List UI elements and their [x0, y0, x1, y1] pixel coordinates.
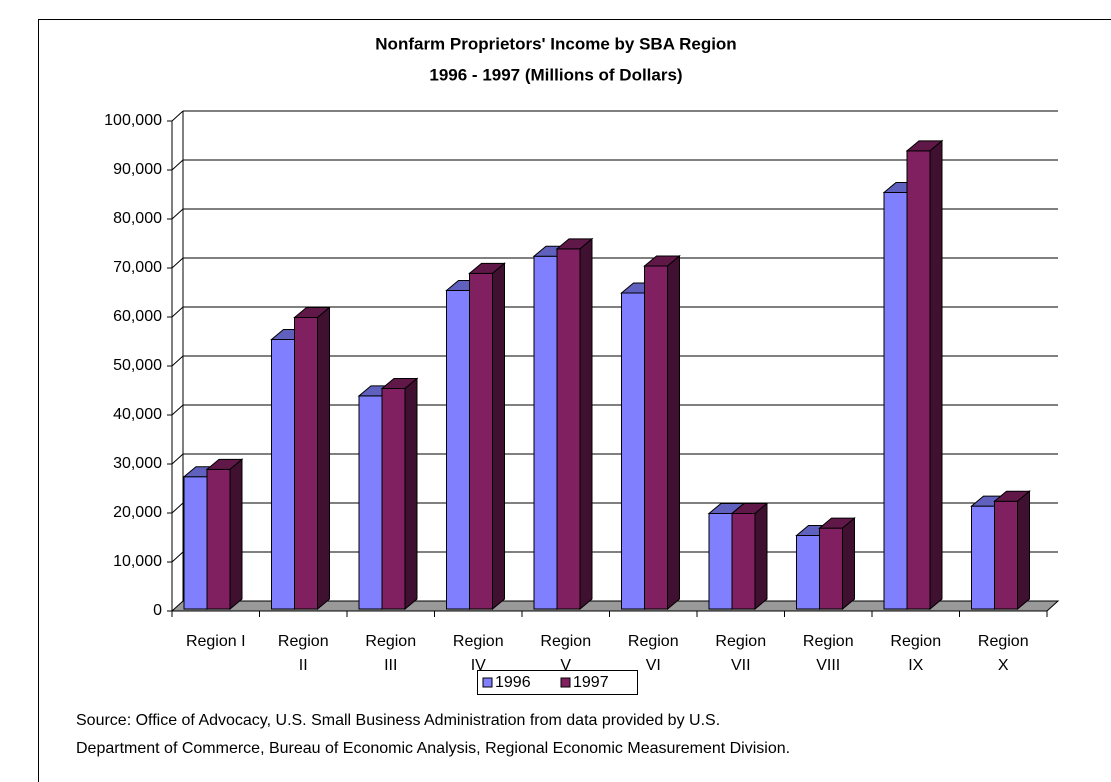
bar-front — [183, 476, 208, 610]
bar-side — [492, 262, 505, 611]
bar-front — [731, 512, 756, 610]
grid-line-side — [171, 306, 184, 318]
y-tick-label: 70,000 — [113, 259, 162, 276]
bar-front — [644, 265, 668, 610]
bar — [730, 502, 769, 611]
y-tick-label: 100,000 — [104, 112, 162, 129]
y-tick-label: 80,000 — [113, 210, 162, 227]
x-tick-label: Region VIII — [802, 633, 854, 674]
legend-swatch — [482, 677, 493, 688]
bar — [205, 458, 244, 611]
bar-side — [929, 139, 943, 611]
bar — [643, 254, 681, 611]
bar-front — [381, 388, 406, 610]
chart-border — [38, 19, 1111, 782]
bar-front — [556, 248, 581, 610]
bar — [818, 517, 856, 611]
bar-front — [206, 468, 231, 610]
y-tick-label: 40,000 — [113, 406, 162, 423]
bar-side — [754, 502, 768, 611]
bar-side — [842, 517, 855, 611]
y-tick-label: 30,000 — [113, 455, 162, 472]
chart-title: Nonfarm Proprietors' Income by SBA Regio… — [375, 34, 736, 53]
grid-line-side — [171, 404, 184, 416]
x-tick-label: Region VI — [627, 633, 679, 674]
bar-front — [446, 290, 470, 610]
chart-subtitle: 1996 - 1997 (Millions of Dollars) — [429, 65, 682, 84]
x-tick-label: Region X — [977, 633, 1029, 674]
x-tick-label: Region V — [540, 633, 592, 674]
bar-front — [883, 192, 908, 610]
bar-front — [358, 395, 383, 610]
grid-line-side — [171, 551, 184, 563]
bar — [905, 139, 944, 611]
bar-front — [971, 505, 995, 610]
bar — [555, 237, 594, 611]
bar-side — [1017, 490, 1030, 611]
bar-front — [271, 339, 295, 610]
bar — [468, 262, 506, 611]
x-tick-label: Region VII — [715, 633, 767, 674]
bar-front — [994, 500, 1018, 610]
y-tick-label: 50,000 — [113, 357, 162, 374]
bar-front — [294, 316, 318, 610]
bar-front — [533, 255, 558, 610]
x-tick-label: Region IX — [890, 633, 942, 674]
y-tick-label: 60,000 — [113, 308, 162, 325]
bar — [380, 377, 419, 611]
bar — [293, 306, 331, 611]
grid-line-side — [171, 355, 184, 367]
grid-line-side — [171, 159, 184, 171]
bar-side — [229, 458, 243, 611]
x-tick-label: Region III — [365, 633, 417, 674]
grid-line-side — [171, 257, 184, 269]
legend-label: 1996 — [495, 674, 531, 691]
bar-side — [404, 377, 418, 611]
y-tick-label: 20,000 — [113, 504, 162, 521]
bar-front — [469, 272, 493, 610]
grid-line-side — [171, 110, 184, 122]
y-tick-label: 10,000 — [113, 553, 162, 570]
x-tick-label: Region IV — [452, 633, 504, 674]
x-tick-label: Region II — [277, 633, 329, 674]
bar-front — [819, 527, 843, 610]
x-tick-label: Region I — [185, 633, 246, 650]
bar-side — [317, 306, 330, 611]
grid-line-side — [171, 502, 184, 514]
bar-front — [906, 150, 931, 610]
grid-line-side — [171, 453, 184, 465]
bar — [993, 490, 1031, 611]
bar-front — [708, 512, 733, 610]
bar-front — [621, 292, 645, 610]
bar-front — [796, 535, 820, 610]
source-note: Department of Commerce, Bureau of Econom… — [76, 740, 791, 757]
y-tick-label: 90,000 — [113, 161, 162, 178]
bar-side — [579, 237, 593, 611]
grid-line-side — [171, 208, 184, 220]
source-note: Source: Office of Advocacy, U.S. Small B… — [76, 712, 721, 729]
legend-box — [477, 670, 638, 695]
legend-swatch — [560, 677, 571, 688]
y-tick-label: 0 — [153, 602, 162, 619]
legend-label: 1997 — [573, 674, 609, 691]
bar-side — [667, 254, 680, 611]
